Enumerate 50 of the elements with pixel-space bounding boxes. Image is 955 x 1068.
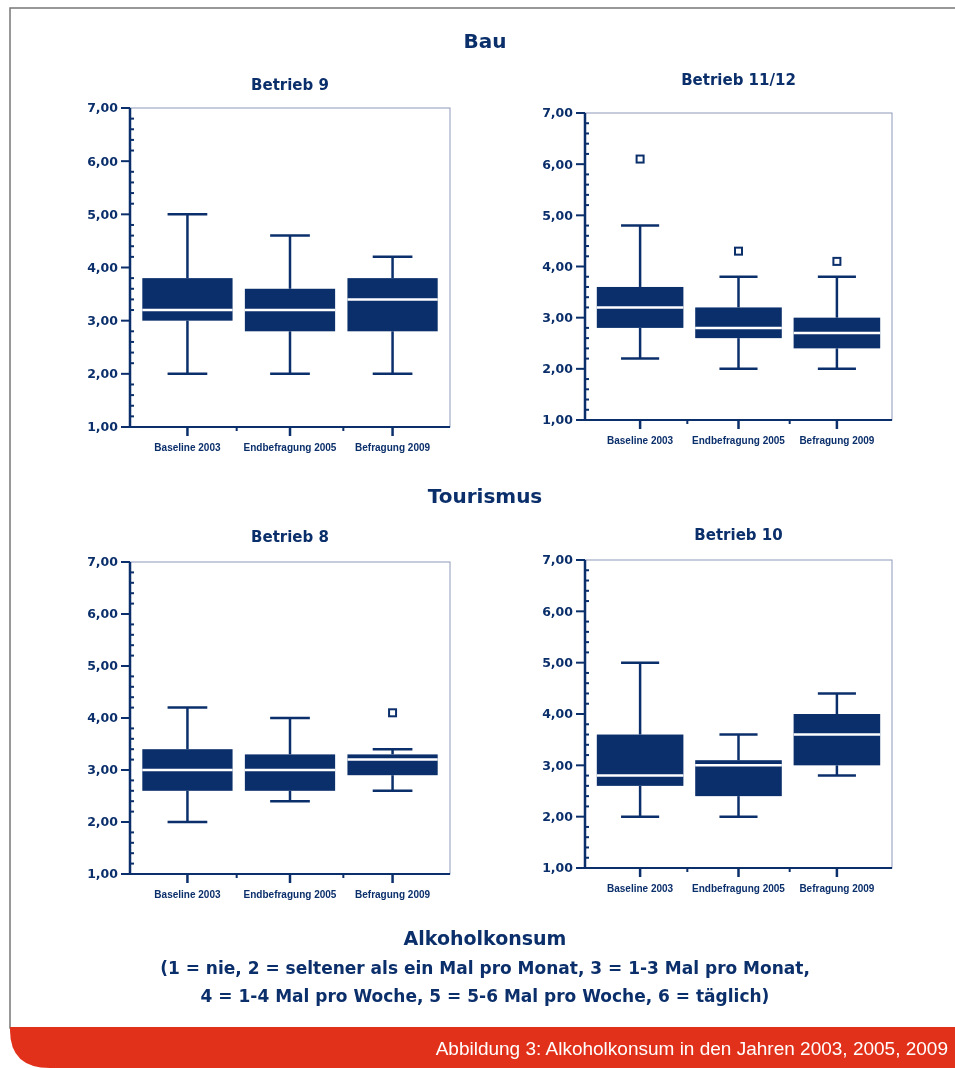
text: Tourismus	[427, 484, 543, 508]
y-tick-label: 4,00	[542, 706, 574, 722]
y-tick-label: 4,00	[87, 259, 119, 275]
y-tick-label: 5,00	[542, 207, 574, 223]
text: 4 = 1-4 Mal pro Woche, 5 = 5-6 Mal pro Woche, 6 = täglich)	[200, 986, 770, 1006]
y-tick-label: 6,00	[542, 603, 574, 619]
x-tick-label: Baseline 2003	[607, 435, 674, 446]
x-tick-label: Endbefragung 2005	[243, 442, 337, 453]
text: (1 = nie, 2 = seltener als ein Mal pro Monat, 3 = 1-3 Mal pro Monat,	[160, 958, 810, 978]
y-tick-label: 7,00	[542, 105, 574, 121]
text: Alkoholkonsum	[403, 927, 567, 949]
x-tick-label: Befragung 2009	[355, 442, 431, 453]
y-tick-label: 4,00	[542, 258, 574, 274]
x-tick-label: Endbefragung 2005	[692, 435, 786, 446]
x-tick-label: Befragung 2009	[799, 883, 875, 894]
x-tick-label: Befragung 2009	[355, 889, 431, 900]
y-tick-label: 1,00	[87, 419, 119, 435]
y-tick-label: 6,00	[87, 153, 119, 169]
y-tick-label: 5,00	[87, 658, 119, 674]
y-tick-label: 3,00	[542, 757, 574, 773]
y-tick-label: 2,00	[87, 366, 119, 382]
y-tick-label: 4,00	[87, 710, 119, 726]
y-tick-label: 5,00	[542, 655, 574, 671]
text: Bau	[463, 29, 507, 53]
y-tick-label: 1,00	[542, 860, 574, 876]
x-tick-label: Baseline 2003	[154, 889, 221, 900]
y-tick-label: 6,00	[87, 606, 119, 622]
y-tick-label: 2,00	[542, 361, 574, 377]
y-tick-label: 2,00	[87, 814, 119, 830]
y-tick-label: 5,00	[87, 206, 119, 222]
x-tick-label: Befragung 2009	[799, 435, 875, 446]
x-tick-label: Baseline 2003	[607, 883, 674, 894]
x-tick-label: Endbefragung 2005	[243, 889, 337, 900]
y-tick-label: 1,00	[542, 412, 574, 428]
chart-title: Betrieb 8	[251, 528, 329, 546]
x-tick-label: Endbefragung 2005	[692, 883, 786, 894]
y-tick-label: 3,00	[87, 762, 119, 778]
y-tick-label: 3,00	[542, 310, 574, 326]
y-tick-label: 7,00	[87, 554, 119, 570]
y-tick-label: 7,00	[87, 100, 119, 116]
chart-title: Betrieb 9	[251, 76, 329, 94]
chart-title: Betrieb 11/12	[681, 71, 796, 89]
chart-title: Betrieb 10	[694, 526, 783, 544]
y-tick-label: 7,00	[542, 552, 574, 568]
x-tick-label: Baseline 2003	[154, 442, 221, 453]
y-tick-label: 2,00	[542, 809, 574, 825]
y-tick-label: 1,00	[87, 866, 119, 882]
y-tick-label: 3,00	[87, 313, 119, 329]
text: Abbildung 3: Alkoholkonsum in den Jahren 2003, 2005, 2009	[435, 1038, 948, 1059]
y-tick-label: 6,00	[542, 156, 574, 172]
